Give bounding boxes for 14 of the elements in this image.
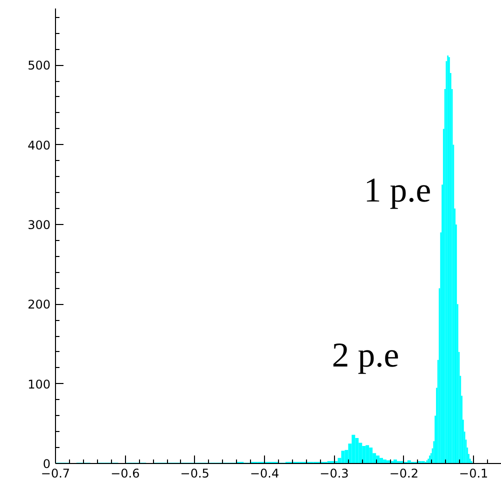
annotation: 1 p.e	[364, 172, 432, 210]
x-tick-label: −0.1	[459, 466, 488, 480]
y-tick-label: 100	[28, 377, 50, 392]
x-tick-label: −0.2	[389, 466, 419, 480]
annotation: 2 p.e	[332, 336, 400, 374]
x-tick-label: −0.6	[110, 466, 140, 480]
y-tick-label: 500	[28, 58, 50, 73]
x-tick-label: −0.5	[180, 466, 210, 480]
y-tick-label: 300	[28, 218, 50, 232]
y-tick-label: 0	[42, 457, 51, 471]
x-tick-label: −0.3	[320, 466, 349, 480]
y-tick-label: 400	[28, 138, 50, 152]
y-tick-label: 200	[28, 298, 50, 312]
x-tick-label: −0.4	[250, 466, 280, 480]
